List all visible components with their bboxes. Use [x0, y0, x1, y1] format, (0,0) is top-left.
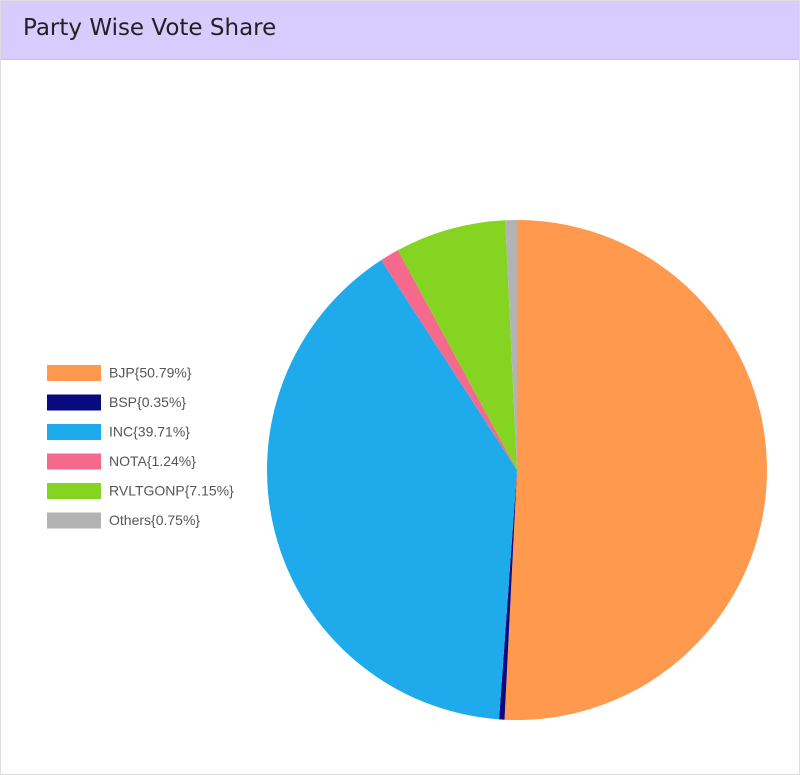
- pie-slice: [504, 220, 767, 720]
- chart-title: Party Wise Vote Share: [23, 15, 277, 41]
- legend-swatch: [47, 424, 101, 440]
- legend-label: Others{0.75%}: [109, 512, 200, 528]
- legend-swatch: [47, 483, 101, 499]
- pie-slice: [266, 260, 517, 720]
- legend-label: BJP{50.79%}: [109, 365, 192, 381]
- legend-label: BSP{0.35%}: [109, 394, 186, 410]
- header: Party Wise Vote Share: [1, 1, 799, 60]
- legend-swatch: [47, 365, 101, 381]
- pie-slice: [499, 470, 517, 720]
- pie-slice: [381, 250, 517, 470]
- legend-swatch: [47, 512, 101, 529]
- legend-label: INC{39.71%}: [109, 424, 190, 440]
- legend-label: RVLTGONP{7.15%}: [109, 483, 234, 499]
- legend-label: NOTA{1.24%}: [109, 453, 196, 469]
- pie-slice: [505, 220, 517, 470]
- pie-slice: [397, 220, 517, 470]
- legend-swatch: [47, 394, 101, 411]
- legend-swatch: [47, 453, 101, 470]
